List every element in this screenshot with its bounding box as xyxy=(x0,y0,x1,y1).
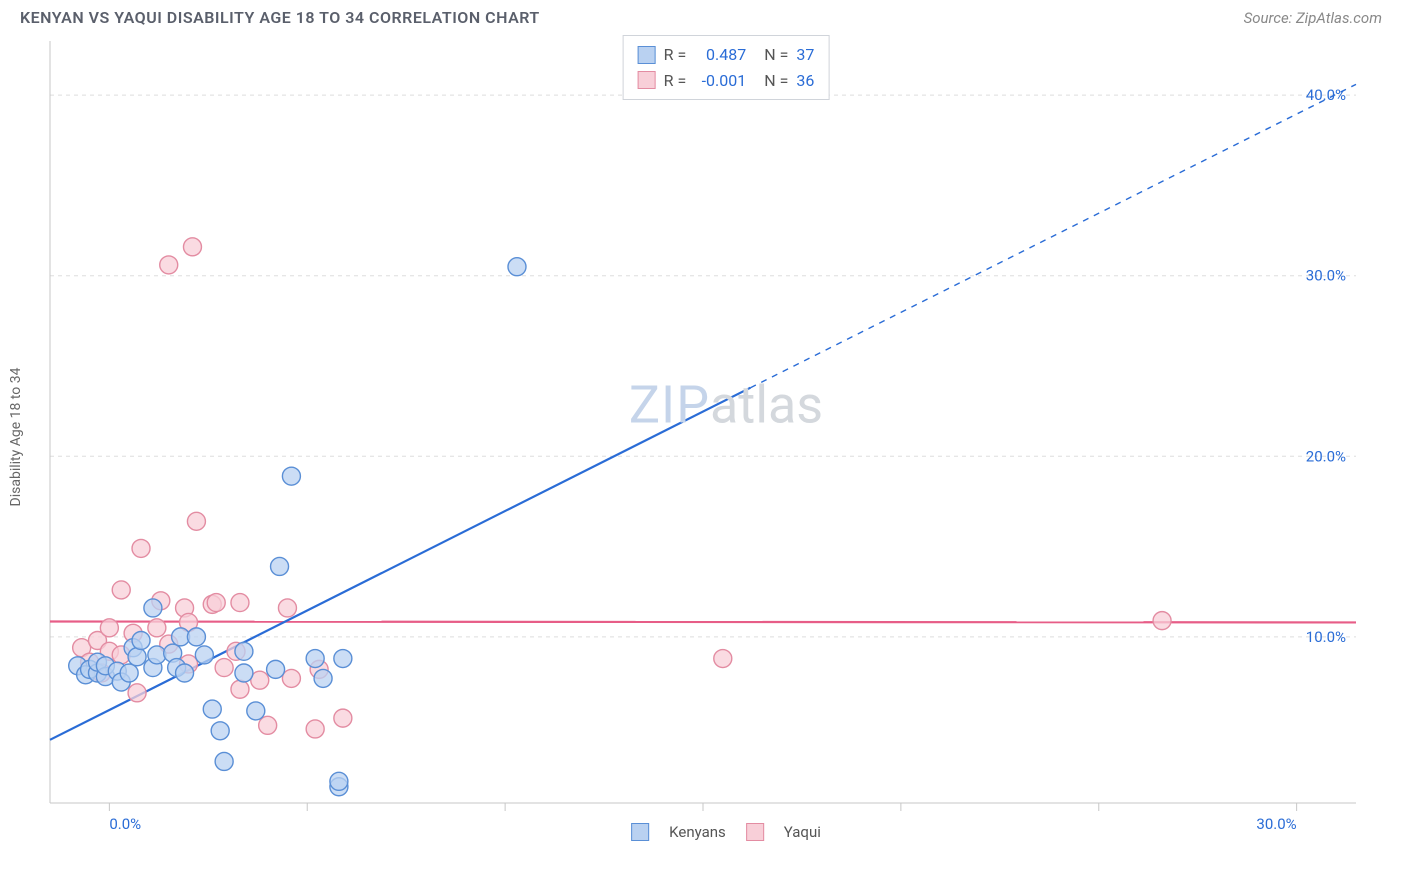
legend-label-kenyans: Kenyans xyxy=(669,823,726,841)
source-label: Source: ZipAtlas.com xyxy=(1244,9,1382,27)
legend-swatch-kenyans xyxy=(631,823,649,841)
svg-text:10.0%: 10.0% xyxy=(1306,628,1346,646)
svg-text:30.0%: 30.0% xyxy=(1306,267,1346,285)
n-value-kenyans: 37 xyxy=(796,42,814,68)
n-label: N = xyxy=(764,68,788,94)
n-value-yaqui: 36 xyxy=(796,68,814,94)
svg-text:0.0%: 0.0% xyxy=(109,815,141,833)
n-label: N = xyxy=(764,42,788,68)
legend-swatch-yaqui xyxy=(746,823,764,841)
chart-container: Disability Age 18 to 34 10.0%20.0%30.0%4… xyxy=(46,35,1406,839)
svg-text:40.0%: 40.0% xyxy=(1306,86,1346,104)
svg-text:20.0%: 20.0% xyxy=(1306,447,1346,465)
swatch-kenyans xyxy=(638,46,656,64)
legend-label-yaqui: Yaqui xyxy=(784,823,821,841)
scatter-chart: 10.0% 20.0% 30.0% 40.0% 0.0% 30.0% xyxy=(46,35,1372,835)
chart-header: KENYAN VS YAQUI DISABILITY AGE 18 TO 34 … xyxy=(0,0,1406,31)
r-label: R = xyxy=(664,42,687,68)
correlation-stats-box: R = 0.487 N = 37 R = -0.001 N = 36 xyxy=(623,35,830,100)
r-value-yaqui: -0.001 xyxy=(694,68,746,94)
r-label: R = xyxy=(664,68,687,94)
r-value-kenyans: 0.487 xyxy=(694,42,746,68)
legend: Kenyans Yaqui xyxy=(625,823,827,841)
stats-row-kenyans: R = 0.487 N = 37 xyxy=(638,42,815,68)
y-axis-label: Disability Age 18 to 34 xyxy=(8,368,24,507)
stats-row-yaqui: R = -0.001 N = 36 xyxy=(638,68,815,94)
chart-title: KENYAN VS YAQUI DISABILITY AGE 18 TO 34 … xyxy=(20,8,540,27)
swatch-yaqui xyxy=(638,71,656,89)
svg-text:30.0%: 30.0% xyxy=(1256,815,1296,833)
